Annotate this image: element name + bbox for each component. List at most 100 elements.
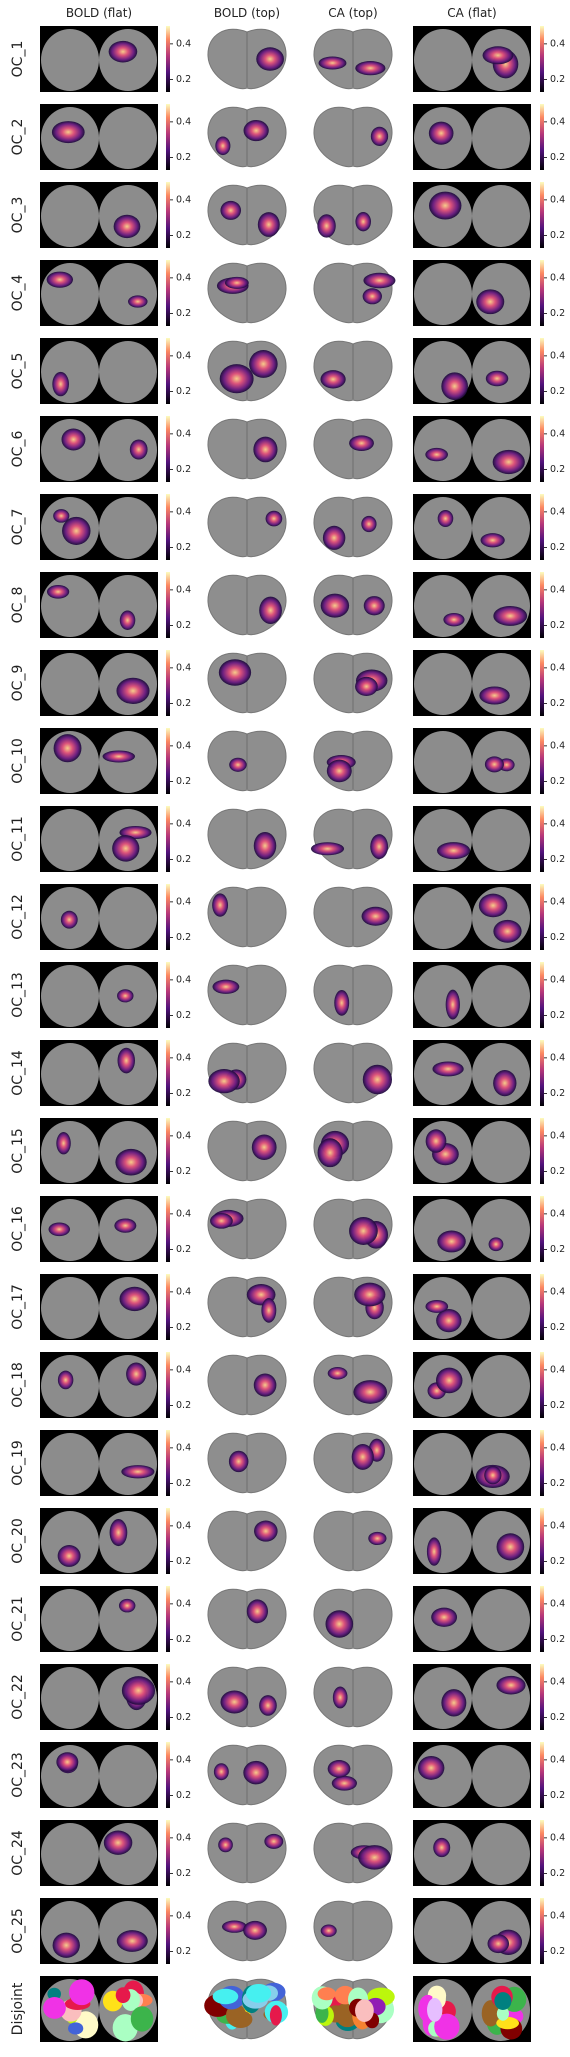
activation-blob [493, 919, 522, 943]
colorbar-tick-label: 0.4 [550, 818, 565, 829]
activation-blob [349, 1216, 378, 1245]
cortex-lobe [41, 185, 99, 247]
activation-blob [114, 1218, 137, 1233]
colorbar [540, 182, 544, 248]
activation-blob [116, 1930, 148, 1952]
activation-blob [363, 596, 385, 616]
activation-blob [317, 1138, 343, 1168]
row-label: OC_4 [10, 275, 26, 312]
row-label: OC_16 [10, 1206, 26, 1252]
colorbar-tick-label: 0.2 [550, 1010, 565, 1021]
cortex-lobe [472, 497, 530, 559]
colorbar-tick-label: 0.4 [176, 194, 191, 205]
top-map [313, 106, 393, 168]
activation-blob [358, 1845, 391, 1870]
top-map [207, 1588, 287, 1650]
top-map [207, 418, 287, 480]
top-map [207, 574, 287, 636]
colorbar [166, 806, 170, 872]
cortex-lobe [41, 1667, 99, 1729]
parcel [115, 1987, 131, 2004]
colorbar-tick-label: 0.4 [176, 272, 191, 283]
row-label: OC_19 [10, 1440, 26, 1486]
cortex-lobe [41, 1121, 99, 1183]
activation-blob [119, 1286, 150, 1312]
colorbar [540, 1274, 544, 1340]
colorbar-tick-label: 0.2 [176, 1556, 191, 1567]
flat-map [413, 1196, 531, 1262]
top-map [207, 1432, 287, 1494]
top-map [207, 1276, 287, 1338]
flat-map [413, 338, 531, 404]
colorbar-tick-label: 0.4 [176, 818, 191, 829]
activation-blob [112, 835, 140, 862]
colorbar [166, 884, 170, 950]
top-map [313, 1354, 393, 1416]
activation-blob [52, 1932, 80, 1958]
activation-blob [251, 1134, 277, 1161]
cortex-lobe [41, 809, 99, 871]
colorbar-tick-label: 0.4 [550, 194, 565, 205]
parcel [481, 2000, 500, 2027]
activation-blob [353, 1380, 388, 1404]
top-map [207, 1900, 287, 1962]
activation-blob [327, 1367, 348, 1380]
activation-blob [327, 1760, 351, 1778]
colorbar-tick-label: 0.4 [550, 1442, 565, 1453]
parcel [355, 1999, 374, 2023]
flat-map [40, 1430, 158, 1496]
parcel [47, 1987, 61, 2001]
activation-blob [243, 1920, 267, 1940]
parcel [427, 1997, 443, 2022]
flat-map [40, 728, 158, 794]
flat-map [413, 1586, 531, 1652]
colorbar [166, 494, 170, 560]
activation-blob [60, 910, 78, 929]
colorbar-tick-label: 0.2 [176, 1244, 191, 1255]
activation-blob [476, 289, 505, 315]
activation-blob [325, 1610, 354, 1638]
colorbar-tick-label: 0.2 [176, 698, 191, 709]
activation-blob [243, 1760, 269, 1785]
top-map [313, 184, 393, 246]
flat-map [413, 806, 531, 872]
colorbar [540, 650, 544, 716]
colorbar-tick-label: 0.4 [550, 116, 565, 127]
activation-blob [48, 1222, 71, 1237]
colorbar-tick-label: 0.2 [550, 1088, 565, 1099]
colorbar-tick-label: 0.4 [176, 1754, 191, 1765]
cortex-lobe [414, 809, 472, 871]
cortex-lobe [414, 731, 472, 793]
top-map [207, 730, 287, 792]
colorbar-tick-label: 0.2 [176, 1010, 191, 1021]
activation-blob [425, 447, 448, 462]
flat-map [40, 572, 158, 638]
colorbar-tick-label: 0.4 [176, 974, 191, 985]
colorbar-tick-label: 0.2 [550, 74, 565, 85]
activation-blob [57, 1370, 74, 1390]
cortex-lobe [472, 1199, 530, 1261]
top-map [313, 730, 393, 792]
top-map [313, 1588, 393, 1650]
colorbar [540, 572, 544, 638]
parcel [225, 2004, 247, 2027]
top-map [207, 1666, 287, 1728]
colorbar [540, 728, 544, 794]
colorbar [540, 1664, 544, 1730]
colorbar-tick-label: 0.4 [550, 38, 565, 49]
cortex-lobe [472, 1823, 530, 1885]
activation-blob [108, 40, 138, 63]
activation-blob [431, 1607, 458, 1627]
cortex-lobe [472, 107, 530, 169]
flat-map [40, 1742, 158, 1808]
top-map [313, 1432, 393, 1494]
cortex-lobe [41, 1823, 99, 1885]
parcel [434, 2013, 460, 2040]
activation-blob [480, 533, 505, 548]
activation-blob [310, 842, 345, 856]
activation-blob [361, 906, 390, 926]
cortex-lobe [41, 653, 99, 715]
colorbar-tick-label: 0.2 [550, 698, 565, 709]
top-map [207, 808, 287, 870]
colorbar [166, 728, 170, 794]
